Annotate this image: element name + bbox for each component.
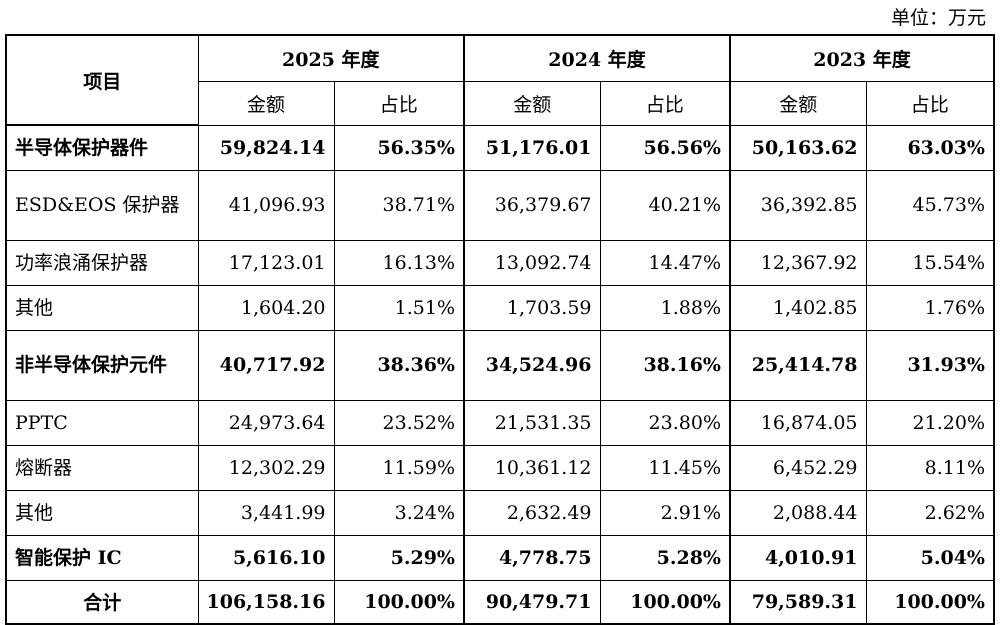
ratio-2025: 1.51% — [333, 284, 465, 331]
table-row: 智能保护 IC 5,616.10 5.29% 4,778.75 5.28% 4,… — [5, 534, 995, 581]
header-year-2023: 2023 年度 — [729, 34, 995, 82]
row-label: 智能保护 IC — [5, 534, 199, 581]
amount-2024: 36,379.67 — [463, 169, 601, 241]
header-row-metrics: 金额 占比 金额 占比 金额 占比 — [6, 80, 995, 126]
amount-2025: 1,604.20 — [197, 284, 335, 331]
ratio-2023: 21.20% — [865, 399, 995, 446]
table-row: 其他 3,441.99 3.24% 2,632.49 2.91% 2,088.4… — [5, 489, 995, 536]
amount-2023: 4,010.91 — [729, 534, 867, 581]
amount-2023: 1,402.85 — [729, 284, 867, 331]
row-label: 其他 — [5, 489, 199, 536]
amount-2024: 4,778.75 — [463, 534, 601, 581]
row-label: 非半导体保护元件 — [5, 329, 199, 401]
amount-2024: 21,531.35 — [463, 399, 601, 446]
ratio-2025: 38.71% — [333, 169, 465, 241]
row-label: PPTC — [5, 399, 199, 446]
total-ratio-2025: 100.00% — [333, 579, 465, 625]
amount-2023: 36,392.85 — [729, 169, 867, 241]
amount-2025: 41,096.93 — [197, 169, 335, 241]
table-row: 其他 1,604.20 1.51% 1,703.59 1.88% 1,402.8… — [5, 284, 995, 331]
total-amount-2024: 90,479.71 — [463, 579, 601, 625]
header-year-2025: 2025 年度 — [197, 34, 465, 82]
total-ratio-2024: 100.00% — [599, 579, 731, 625]
ratio-2023: 2.62% — [865, 489, 995, 536]
amount-2025: 24,973.64 — [197, 399, 335, 446]
amount-2024: 1,703.59 — [463, 284, 601, 331]
ratio-2025: 23.52% — [333, 399, 465, 446]
amount-2024: 2,632.49 — [463, 489, 601, 536]
unit-label: 单位：万元 — [890, 7, 986, 29]
amount-2023: 12,367.92 — [729, 239, 867, 286]
amount-2024: 34,524.96 — [463, 329, 601, 401]
ratio-2024: 2.91% — [599, 489, 731, 536]
amount-2025: 5,616.10 — [197, 534, 335, 581]
header-amount-2025: 金额 — [197, 80, 335, 126]
amount-2024: 10,361.12 — [463, 444, 601, 491]
amount-2023: 2,088.44 — [729, 489, 867, 536]
amount-2024: 13,092.74 — [463, 239, 601, 286]
table-row: 熔断器 12,302.29 11.59% 10,361.12 11.45% 6,… — [5, 444, 995, 491]
header-ratio-2023: 占比 — [865, 80, 995, 126]
ratio-2023: 1.76% — [865, 284, 995, 331]
ratio-2024: 1.88% — [599, 284, 731, 331]
ratio-2024: 38.16% — [599, 329, 731, 401]
row-label: 功率浪涌保护器 — [5, 239, 199, 286]
header-item: 项目 — [5, 34, 199, 126]
header-row-years: 项目 2025 年度 2024 年度 2023 年度 — [5, 34, 995, 126]
amount-2025: 3,441.99 — [197, 489, 335, 536]
ratio-2024: 14.47% — [599, 239, 731, 286]
ratio-2024: 5.28% — [599, 534, 731, 581]
total-row: 合计 106,158.16 100.00% 90,479.71 100.00% … — [5, 579, 995, 625]
table-row: ESD&EOS 保护器 41,096.93 38.71% 36,379.67 4… — [5, 169, 995, 241]
ratio-2024: 11.45% — [599, 444, 731, 491]
amount-2023: 50,163.62 — [729, 124, 867, 171]
row-label: 半导体保护器件 — [5, 124, 199, 171]
ratio-2023: 5.04% — [865, 534, 995, 581]
row-label: ESD&EOS 保护器 — [5, 169, 199, 241]
total-amount-2023: 79,589.31 — [729, 579, 867, 625]
ratio-2025: 38.36% — [333, 329, 465, 401]
ratio-2023: 15.54% — [865, 239, 995, 286]
ratio-2023: 31.93% — [865, 329, 995, 401]
ratio-2023: 8.11% — [865, 444, 995, 491]
amount-2025: 12,302.29 — [197, 444, 335, 491]
amount-2024: 51,176.01 — [463, 124, 601, 171]
amount-2023: 25,414.78 — [729, 329, 867, 401]
table-row: 半导体保护器件 59,824.14 56.35% 51,176.01 56.56… — [5, 124, 995, 171]
ratio-2025: 11.59% — [333, 444, 465, 491]
amount-2023: 6,452.29 — [729, 444, 867, 491]
row-label: 熔断器 — [5, 444, 199, 491]
total-ratio-2023: 100.00% — [865, 579, 995, 625]
amount-2025: 40,717.92 — [197, 329, 335, 401]
total-amount-2025: 106,158.16 — [197, 579, 335, 625]
ratio-2023: 45.73% — [865, 169, 995, 241]
header-ratio-2024: 占比 — [599, 80, 731, 126]
ratio-2024: 56.56% — [599, 124, 731, 171]
header-amount-2024: 金额 — [463, 80, 601, 126]
table-row: PPTC 24,973.64 23.52% 21,531.35 23.80% 1… — [5, 399, 995, 446]
header-ratio-2025: 占比 — [333, 80, 465, 126]
ratio-2023: 63.03% — [865, 124, 995, 171]
ratio-2024: 23.80% — [599, 399, 731, 446]
amount-2025: 59,824.14 — [197, 124, 335, 171]
row-label: 其他 — [5, 284, 199, 331]
ratio-2025: 3.24% — [333, 489, 465, 536]
table-row: 功率浪涌保护器 17,123.01 16.13% 13,092.74 14.47… — [5, 239, 995, 286]
table-row: 非半导体保护元件 40,717.92 38.36% 34,524.96 38.1… — [5, 329, 995, 401]
ratio-2024: 40.21% — [599, 169, 731, 241]
header-amount-2023: 金额 — [729, 80, 867, 126]
amount-2023: 16,874.05 — [729, 399, 867, 446]
ratio-2025: 5.29% — [333, 534, 465, 581]
ratio-2025: 16.13% — [333, 239, 465, 286]
revenue-breakdown-table: 项目 2025 年度 2024 年度 2023 年度 金额 占比 金额 占比 金… — [5, 34, 995, 625]
total-label: 合计 — [5, 579, 199, 625]
header-year-2024: 2024 年度 — [463, 34, 731, 82]
amount-2025: 17,123.01 — [197, 239, 335, 286]
ratio-2025: 56.35% — [333, 124, 465, 171]
